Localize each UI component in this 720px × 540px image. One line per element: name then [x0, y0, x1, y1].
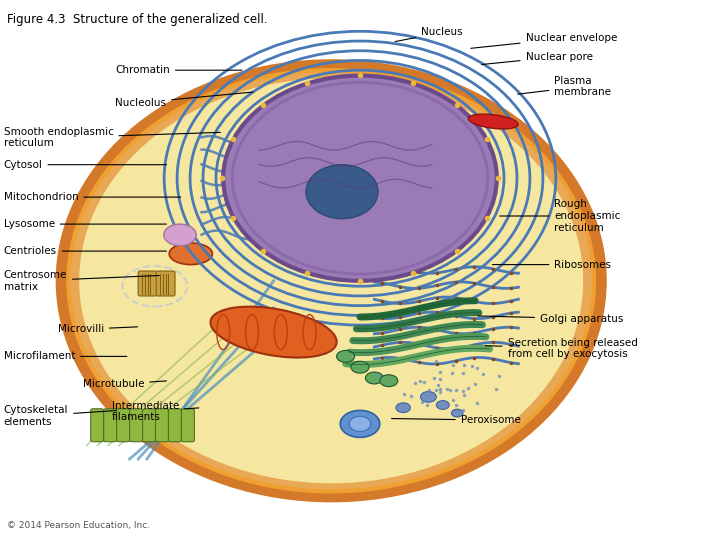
Text: Nuclear envelope: Nuclear envelope — [471, 33, 617, 48]
Ellipse shape — [349, 416, 371, 431]
Ellipse shape — [451, 409, 463, 417]
FancyBboxPatch shape — [130, 409, 143, 442]
Text: Centrosome
matrix: Centrosome matrix — [4, 270, 159, 292]
FancyBboxPatch shape — [117, 409, 130, 442]
Ellipse shape — [436, 401, 449, 409]
FancyBboxPatch shape — [168, 409, 181, 442]
Ellipse shape — [380, 375, 397, 387]
FancyBboxPatch shape — [91, 409, 104, 442]
Ellipse shape — [223, 76, 497, 281]
Ellipse shape — [306, 165, 378, 219]
FancyBboxPatch shape — [156, 271, 175, 296]
Text: Figure 4.3  Structure of the generalized cell.: Figure 4.3 Structure of the generalized … — [7, 14, 268, 26]
Text: Nuclear pore: Nuclear pore — [482, 52, 593, 64]
Text: Chromatin: Chromatin — [115, 65, 242, 75]
Text: Secretion being released
from cell by exocytosis: Secretion being released from cell by ex… — [485, 338, 637, 359]
Ellipse shape — [396, 403, 410, 413]
Text: Cytoskeletal
elements: Cytoskeletal elements — [4, 405, 116, 427]
Text: Plasma
membrane: Plasma membrane — [518, 76, 611, 97]
Text: Peroxisome: Peroxisome — [392, 415, 521, 425]
Text: Ribosomes: Ribosomes — [492, 260, 611, 269]
Text: Rough
endoplasmic
reticulum: Rough endoplasmic reticulum — [500, 199, 621, 233]
Text: Cytosol: Cytosol — [4, 160, 166, 170]
Text: Microtubule: Microtubule — [83, 380, 166, 389]
FancyBboxPatch shape — [156, 409, 168, 442]
Ellipse shape — [79, 78, 583, 483]
Text: Lysosome: Lysosome — [4, 219, 166, 229]
Text: Microvilli: Microvilli — [58, 325, 138, 334]
Text: Golgi apparatus: Golgi apparatus — [478, 314, 624, 323]
Ellipse shape — [340, 410, 380, 437]
Text: Smooth endoplasmic
reticulum: Smooth endoplasmic reticulum — [4, 127, 220, 148]
Ellipse shape — [336, 350, 354, 362]
Text: Mitochondrion: Mitochondrion — [4, 192, 181, 202]
Text: Nucleus: Nucleus — [395, 28, 463, 42]
Ellipse shape — [169, 243, 212, 265]
FancyBboxPatch shape — [143, 409, 156, 442]
Text: Microfilament: Microfilament — [4, 352, 127, 361]
Ellipse shape — [468, 114, 518, 129]
Ellipse shape — [164, 224, 196, 246]
Text: Centrioles: Centrioles — [4, 246, 166, 256]
Ellipse shape — [351, 361, 369, 373]
FancyBboxPatch shape — [138, 271, 157, 296]
Text: Nucleolus: Nucleolus — [115, 92, 253, 107]
Ellipse shape — [366, 372, 384, 384]
Ellipse shape — [210, 307, 337, 357]
Ellipse shape — [420, 392, 436, 402]
Ellipse shape — [61, 65, 601, 497]
Text: Intermediate
filaments: Intermediate filaments — [112, 401, 199, 422]
FancyBboxPatch shape — [104, 409, 117, 442]
FancyBboxPatch shape — [181, 409, 194, 442]
Text: © 2014 Pearson Education, Inc.: © 2014 Pearson Education, Inc. — [7, 521, 150, 530]
